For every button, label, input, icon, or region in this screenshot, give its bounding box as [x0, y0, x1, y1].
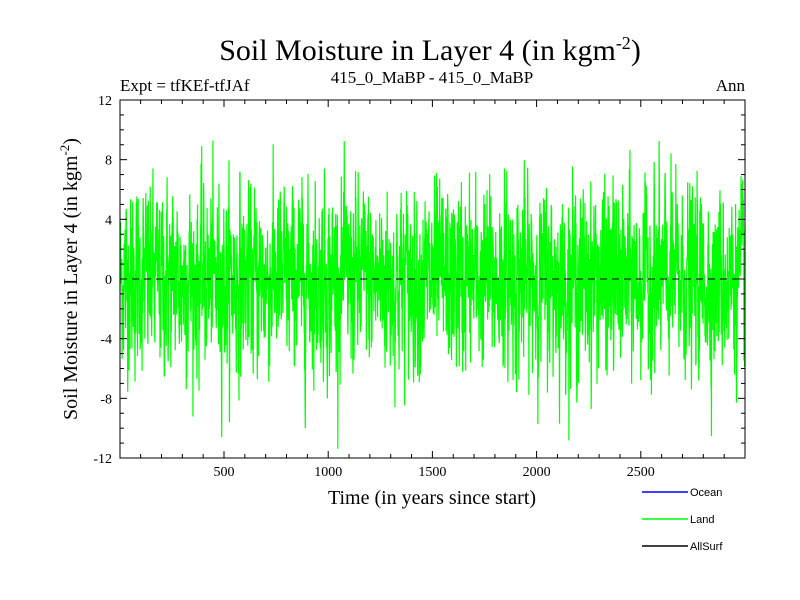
axis-ticks: 500 1000 1500 2000 2500 -12 -8 -4 0 4 8 12	[93, 94, 745, 480]
x-tick-label: 2500	[627, 465, 655, 480]
legend: Ocean Land AllSurf	[642, 487, 723, 553]
chart-title-end: )	[631, 34, 641, 67]
y-tick-label: 4	[105, 213, 112, 228]
x-tick-label: 1500	[418, 465, 446, 480]
subtitle-right: Ann	[716, 76, 746, 95]
legend-label-allsurf: AllSurf	[690, 541, 723, 553]
x-tick-label: 1000	[314, 465, 342, 480]
chart-title: Soil Moisture in Layer 4 (in kgm-2)	[219, 33, 641, 67]
legend-label-ocean: Ocean	[690, 487, 722, 499]
y-axis-label: Soil Moisture in Layer 4 (in kgm-2)	[57, 138, 82, 420]
chart-title-sup: -2	[616, 33, 631, 53]
x-tick-label: 2000	[523, 465, 551, 480]
y-axis-label-main: Soil Moisture in Layer 4 (in kgm	[60, 155, 82, 420]
series-line-land	[119, 140, 746, 449]
y-tick-label: 0	[105, 273, 112, 288]
plot-area	[119, 140, 746, 449]
chart-title-main: Soil Moisture in Layer 4 (in kgm	[219, 34, 616, 67]
y-tick-label: -12	[93, 452, 112, 467]
subtitle-left: Expt = tfKEf-tfJAf	[120, 76, 250, 95]
y-tick-label: -4	[100, 333, 112, 348]
y-tick-label: -8	[100, 392, 112, 407]
x-axis-label: Time (in years since start)	[328, 487, 536, 509]
y-axis-label-end: )	[60, 138, 82, 145]
subtitle-center: 415_0_MaBP - 415_0_MaBP	[331, 68, 533, 87]
legend-label-land: Land	[690, 514, 714, 526]
y-tick-label: 8	[105, 154, 112, 169]
y-tick-label: 12	[98, 94, 112, 109]
x-tick-label: 500	[213, 465, 234, 480]
y-axis-label-sup: -2	[57, 145, 72, 156]
